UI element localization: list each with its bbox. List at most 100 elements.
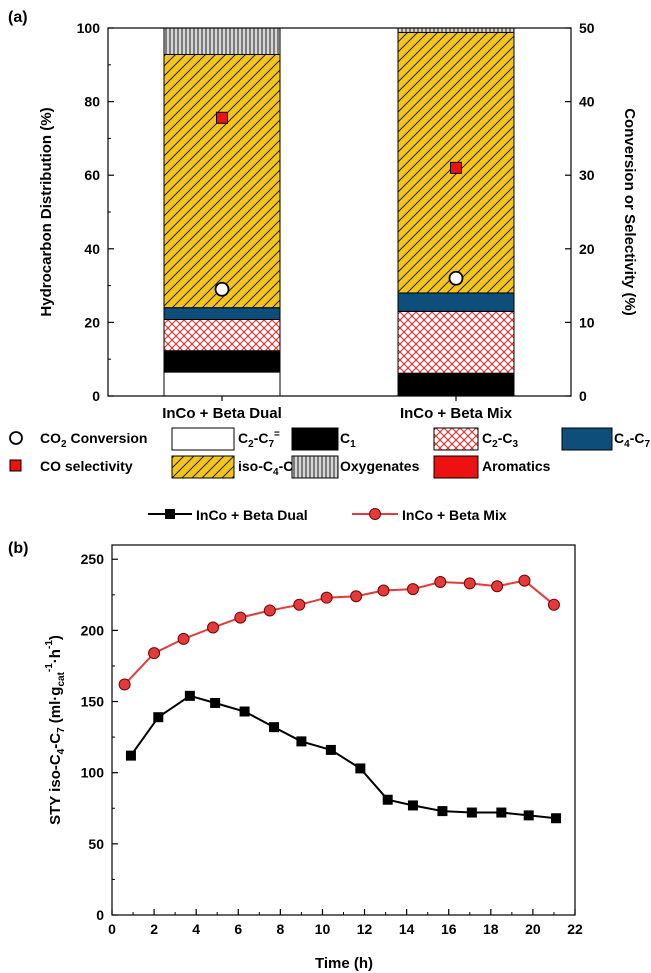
panel-b-xtick-label-22: 22 <box>567 921 583 937</box>
legend-c1-swatch <box>291 427 339 451</box>
marker-co2-conversion-1 <box>448 270 464 286</box>
legend-oxygenates-label: Oxygenates <box>340 458 420 474</box>
legend-c4c7-swatch <box>561 427 613 451</box>
panel-b-xtick-label-20: 20 <box>525 921 541 937</box>
series-point-mix-13 <box>491 580 504 593</box>
legend-mix-label: InCo + Beta Mix <box>402 507 507 523</box>
panel-a-ticks: 0 20 40 60 80 100 0 10 20 30 40 50 <box>77 20 595 404</box>
legend-mix-marker <box>369 508 381 520</box>
panel-label-b: (b) <box>8 540 28 557</box>
series-point-mix-15 <box>547 598 560 611</box>
panel-a-y2tick-label-20: 20 <box>579 241 595 257</box>
series-point-dual-3 <box>210 697 221 708</box>
bar-segment-oxygenates-0 <box>163 27 281 55</box>
panel-b-ticks: 0 2 4 6 8 10 12 14 16 18 20 22 0 50 100 150 200 250 <box>81 551 583 937</box>
series-point-mix-0 <box>118 678 131 691</box>
panel-b-frame <box>111 544 576 916</box>
bar-segment-c4c7-0 <box>163 307 281 320</box>
legend-co2-marker <box>9 431 23 445</box>
panel-b-xtick-label-4: 4 <box>192 921 200 937</box>
series-point-mix-10 <box>406 583 419 596</box>
panel-b-xtick-label-0: 0 <box>108 921 116 937</box>
panel-a-markers <box>214 111 464 297</box>
panel-b-xtick-label-8: 8 <box>276 921 284 937</box>
legend-c2c7ene-swatch <box>171 427 235 451</box>
series-point-dual-2 <box>184 690 195 701</box>
panel-b-ytick-label-50: 50 <box>88 836 104 852</box>
series-point-mix-2 <box>177 632 190 645</box>
series-point-mix-1 <box>148 647 161 660</box>
bar-segment-oxygenates-1 <box>397 27 515 33</box>
panel-b-xtick-label-14: 14 <box>399 921 415 937</box>
panel-b-ytick-label-150: 150 <box>81 694 105 710</box>
series-point-dual-6 <box>296 736 307 747</box>
series-point-dual-0 <box>125 750 136 761</box>
legend-c4c7-label: C4-C7 <box>614 430 650 450</box>
series-point-dual-11 <box>437 806 448 817</box>
legend-dual-label: InCo + Beta Dual <box>196 507 308 523</box>
legend-c2c3-label: C2-C3 <box>482 430 518 450</box>
series-point-dual-1 <box>153 712 164 723</box>
panel-a-y2tick-label-0: 0 <box>579 388 587 404</box>
bar-segment-c2c3-0 <box>163 318 281 352</box>
panel-a-y2tick-label-30: 30 <box>579 167 595 183</box>
bar-segment-c2c7ene-0 <box>163 371 281 397</box>
series-point-mix-8 <box>350 590 363 603</box>
panel-b-xtick-label-18: 18 <box>483 921 499 937</box>
panel-b-xtick-label-10: 10 <box>315 921 331 937</box>
panel-b-x-axis-label: Time (h) <box>315 955 373 972</box>
series-point-mix-12 <box>463 577 476 590</box>
series-point-mix-14 <box>518 574 531 587</box>
bar-segment-isoc4c7-0 <box>163 53 281 309</box>
legend-c2c3-swatch <box>433 427 479 451</box>
panel-a-ytick-label-0: 0 <box>92 388 100 404</box>
legend-co-label: CO selectivity <box>40 458 133 474</box>
legend-c2c7ene-label: C2-C7= <box>238 429 280 450</box>
panel-a-ytick-label-20: 20 <box>84 314 100 330</box>
legend-co-marker <box>9 459 22 472</box>
panel-b-series <box>118 574 562 824</box>
panel-a-y2tick-label-40: 40 <box>579 94 595 110</box>
series-point-mix-11 <box>434 576 447 588</box>
series-point-dual-7 <box>325 744 336 755</box>
panel-b-y-axis-label: STY iso-C4-C7 (ml·gcat-1·h-1) <box>44 635 67 825</box>
panel-b-ytick-label-0: 0 <box>96 907 104 923</box>
series-line-0 <box>130 694 557 820</box>
series-point-mix-6 <box>293 598 306 611</box>
series-point-dual-10 <box>407 800 418 811</box>
panel-a-ytick-label-40: 40 <box>84 241 100 257</box>
panel-a-ytick-label-60: 60 <box>84 167 100 183</box>
panel-a-y2tick-label-50: 50 <box>579 20 595 36</box>
legend-isoc4c7-label: iso-C4-C7 <box>238 458 299 478</box>
series-point-dual-15 <box>551 813 562 824</box>
panel-b-xtick-label-6: 6 <box>234 921 242 937</box>
category-label-mix: InCo + Beta Mix <box>400 405 513 422</box>
series-point-dual-12 <box>466 807 477 818</box>
panel-b-ytick-label-250: 250 <box>81 551 105 567</box>
panel-a-ytick-label-80: 80 <box>84 94 100 110</box>
panel-a-y2-axis-label: Conversion or Selectivity (%) <box>621 108 638 316</box>
series-point-mix-9 <box>377 584 390 597</box>
legend-dual-marker <box>165 509 175 519</box>
series-point-mix-4 <box>234 611 247 624</box>
panel-b-xtick-label-16: 16 <box>441 921 457 937</box>
panel-b-legend: InCo + Beta Dual InCo + Beta Mix <box>148 507 507 523</box>
series-point-dual-13 <box>496 807 507 818</box>
panel-a-ytick-label-100: 100 <box>77 20 101 36</box>
marker-co-selectivity-1 <box>450 161 462 174</box>
series-point-dual-8 <box>355 763 366 774</box>
panel-label-a: (a) <box>8 9 28 26</box>
panel-a-bars <box>163 27 515 397</box>
series-point-dual-14 <box>523 810 534 821</box>
marker-co2-conversion-0 <box>214 281 230 297</box>
legend-aromatics-label: Aromatics <box>482 458 551 474</box>
bar-segment-c1-0 <box>163 350 281 373</box>
legend-oxygenates-swatch <box>291 455 339 479</box>
series-point-dual-5 <box>269 722 280 733</box>
series-line-1 <box>123 579 555 686</box>
legend-c1-label: C1 <box>340 430 356 450</box>
panel-b-xtick-label-12: 12 <box>357 921 373 937</box>
panel-a-y2tick-label-10: 10 <box>579 314 595 330</box>
bar-segment-c2c3-1 <box>397 310 515 374</box>
